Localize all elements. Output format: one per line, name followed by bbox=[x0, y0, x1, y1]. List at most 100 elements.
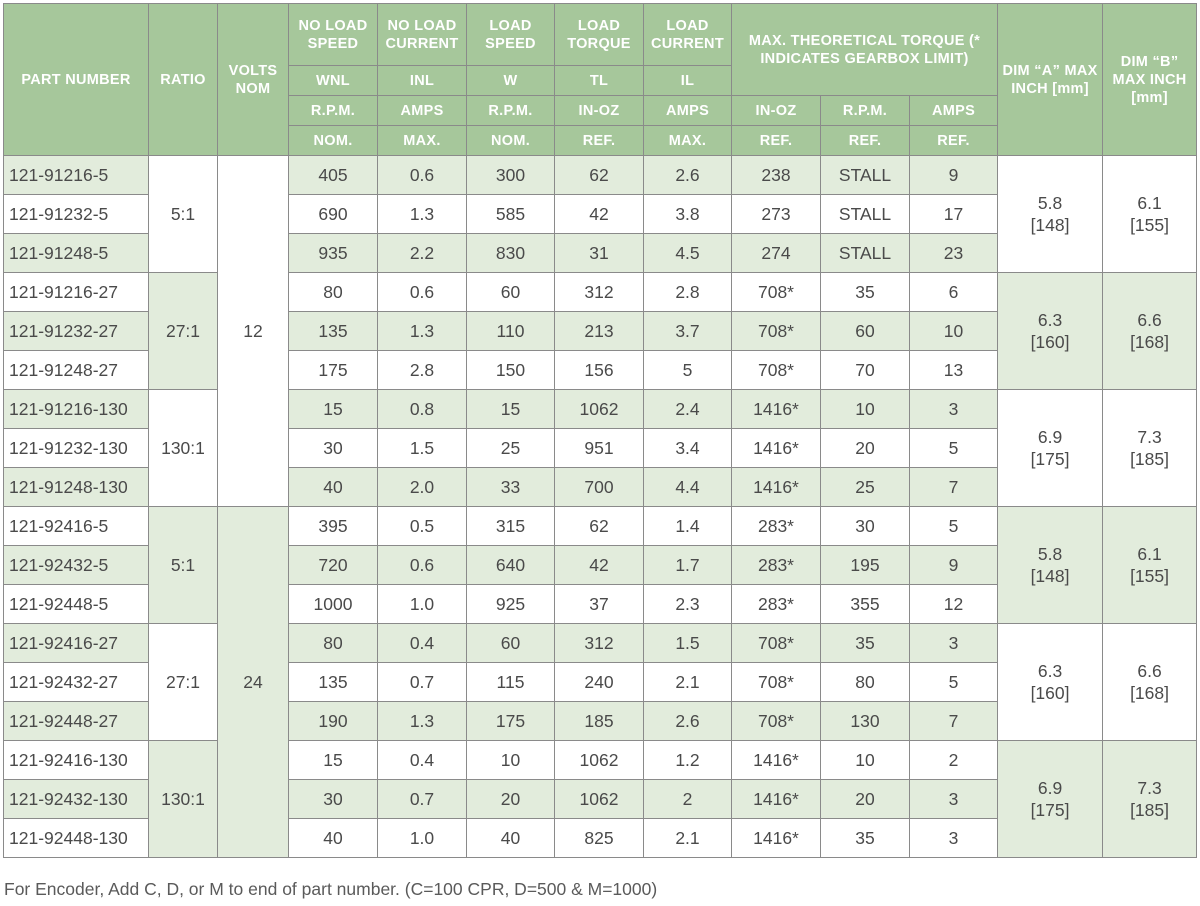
header-cell: REF. bbox=[908, 125, 999, 156]
dim-b-cell: 7.3 [185] bbox=[1102, 740, 1198, 858]
load-current-cell: 2.6 bbox=[643, 701, 732, 741]
table-body: 121-91216-5 5:1 12 405 0.6 300 62 2.6 238 STALL 9 5… bbox=[3, 155, 1198, 858]
dim-inch-value: 6.1 bbox=[1137, 544, 1162, 564]
max-torque-amps-cell: 10 bbox=[908, 311, 999, 351]
load-current-cell: 5 bbox=[643, 350, 732, 390]
max-torque-rpm-cell: 80 bbox=[820, 662, 910, 702]
header-cell: W bbox=[466, 65, 555, 96]
header-cell: REF. bbox=[731, 125, 821, 156]
header-cell: REF. bbox=[820, 125, 910, 156]
load-torque-cell: 185 bbox=[554, 701, 644, 741]
no-load-speed-cell: 135 bbox=[288, 311, 378, 351]
max-torque-rpm-cell: 30 bbox=[820, 506, 910, 546]
max-torque-rpm-cell: 130 bbox=[820, 701, 910, 741]
dim-b-cell: 6.6 [168] bbox=[1102, 623, 1198, 741]
table-row: 121-92448-27 190 1.3 175 185 2.6 708* 130 7 bbox=[3, 701, 1197, 741]
no-load-current-cell: 2.0 bbox=[377, 467, 467, 507]
ratio-cell: 27:1 bbox=[148, 272, 218, 390]
load-speed-cell: 110 bbox=[466, 311, 555, 351]
part-number-cell: 121-91248-27 bbox=[3, 350, 149, 390]
max-torque-amps-cell: 5 bbox=[908, 506, 999, 546]
load-speed-cell: 15 bbox=[466, 389, 555, 429]
no-load-speed-cell: 80 bbox=[288, 272, 378, 312]
no-load-current-cell: 1.3 bbox=[377, 311, 467, 351]
dim-mm-value: [168] bbox=[1130, 683, 1169, 703]
dim-inch-value: 5.8 bbox=[1037, 193, 1063, 213]
max-torque-cell: 708* bbox=[731, 662, 821, 702]
header-cell: MAX. bbox=[643, 125, 732, 156]
max-torque-cell: 708* bbox=[731, 350, 821, 390]
no-load-speed-cell: 15 bbox=[288, 740, 378, 780]
dim-mm-value: [168] bbox=[1130, 332, 1169, 352]
load-speed-cell: 60 bbox=[466, 272, 555, 312]
header-cell: R.P.M. bbox=[466, 95, 555, 126]
table-row: 121-92416-5 5:1 24 395 0.5 315 62 1.4 283* 30 5 5.8… bbox=[3, 506, 1198, 858]
load-speed-cell: 300 bbox=[466, 155, 555, 195]
table-row: 121-91232-27 135 1.3 110 213 3.7 708* 60 10 bbox=[3, 311, 1197, 351]
header-cell: REF. bbox=[554, 125, 644, 156]
part-number-cell: 121-92416-5 bbox=[3, 506, 149, 546]
part-number-cell: 121-91232-27 bbox=[3, 311, 149, 351]
no-load-speed-cell: 175 bbox=[288, 350, 378, 390]
no-load-current-cell: 2.8 bbox=[377, 350, 467, 390]
max-torque-amps-cell: 5 bbox=[908, 662, 999, 702]
max-torque-cell: 1416* bbox=[731, 740, 821, 780]
load-current-cell: 2.6 bbox=[643, 155, 732, 195]
dim-mm-value: [148] bbox=[1030, 566, 1070, 586]
part-number-cell: 121-92448-130 bbox=[3, 818, 149, 858]
max-torque-rpm-cell: 25 bbox=[820, 467, 910, 507]
load-speed-cell: 640 bbox=[466, 545, 555, 585]
table-row: 121-91232-130 30 1.5 25 951 3.4 1416* 20 5 bbox=[3, 428, 1197, 468]
table-row: 121-91216-130 130:1 15 0.8 15 1062 2.4 1416* 10 3… bbox=[3, 389, 1198, 507]
load-torque-cell: 156 bbox=[554, 350, 644, 390]
max-torque-cell: 708* bbox=[731, 623, 821, 663]
max-torque-amps-cell: 3 bbox=[908, 623, 999, 663]
max-torque-amps-cell: 23 bbox=[908, 233, 999, 273]
max-torque-amps-cell: 7 bbox=[908, 467, 999, 507]
no-load-speed-cell: 1000 bbox=[288, 584, 378, 624]
dim-inch-value: 6.1 bbox=[1137, 193, 1162, 213]
table-row: 121-92448-5 1000 1.0 925 37 2.3 283* 355 12 bbox=[3, 584, 1197, 624]
header-cell: MAX. bbox=[377, 125, 467, 156]
no-load-speed-cell: 405 bbox=[288, 155, 378, 195]
max-torque-cell: 283* bbox=[731, 545, 821, 585]
max-torque-cell: 1416* bbox=[731, 818, 821, 858]
load-current-cell: 2 bbox=[643, 779, 732, 819]
no-load-speed-cell: 30 bbox=[288, 779, 378, 819]
part-number-cell: 121-91248-130 bbox=[3, 467, 149, 507]
max-torque-rpm-cell: STALL bbox=[820, 233, 910, 273]
no-load-speed-cell: 690 bbox=[288, 194, 378, 234]
part-number-cell: 121-92432-27 bbox=[3, 662, 149, 702]
dim-inch-value: 7.3 bbox=[1137, 778, 1162, 798]
dim-inch-value: 6.9 bbox=[1037, 427, 1063, 447]
header-cell: NOM. bbox=[466, 125, 555, 156]
header-cell: AMPS bbox=[908, 95, 999, 126]
load-speed-cell: 925 bbox=[466, 584, 555, 624]
load-current-cell: 2.8 bbox=[643, 272, 732, 312]
load-current-cell: 1.2 bbox=[643, 740, 732, 780]
max-torque-rpm-cell: STALL bbox=[820, 155, 910, 195]
load-torque-cell: 951 bbox=[554, 428, 644, 468]
motor-spec-table: PART NUMBER RATIO VOLTS NOM NO LOAD SPEE… bbox=[3, 3, 1198, 858]
max-torque-cell: 283* bbox=[731, 506, 821, 546]
no-load-current-cell: 0.5 bbox=[377, 506, 467, 546]
header-no-load-current: NO LOAD CURRENT bbox=[377, 3, 467, 66]
header-dim-b: DIM “B” MAX INCH [mm] bbox=[1102, 3, 1198, 156]
header-symbol-row: WNL INL W TL IL bbox=[4, 65, 1197, 96]
part-number-cell: 121-92448-27 bbox=[3, 701, 149, 741]
ratio-cell: 130:1 bbox=[148, 740, 218, 858]
header-max-torque: MAX. THEORETICAL TORQUE (* INDICATES GEA… bbox=[730, 3, 999, 96]
max-torque-cell: 1416* bbox=[731, 428, 821, 468]
header-cell: WNL bbox=[288, 65, 378, 96]
no-load-current-cell: 1.3 bbox=[377, 701, 467, 741]
dim-mm-value: [175] bbox=[1030, 449, 1070, 469]
load-speed-cell: 40 bbox=[466, 818, 555, 858]
load-torque-cell: 825 bbox=[554, 818, 644, 858]
load-current-cell: 2.1 bbox=[643, 662, 732, 702]
table-row: 121-91248-130 40 2.0 33 700 4.4 1416* 25 7 bbox=[3, 467, 1197, 507]
no-load-speed-cell: 40 bbox=[288, 467, 378, 507]
header-cell: TL bbox=[554, 65, 644, 96]
dim-a-cell: 6.9 [175] bbox=[997, 740, 1104, 858]
load-current-cell: 1.4 bbox=[643, 506, 732, 546]
no-load-current-cell: 1.5 bbox=[377, 428, 467, 468]
